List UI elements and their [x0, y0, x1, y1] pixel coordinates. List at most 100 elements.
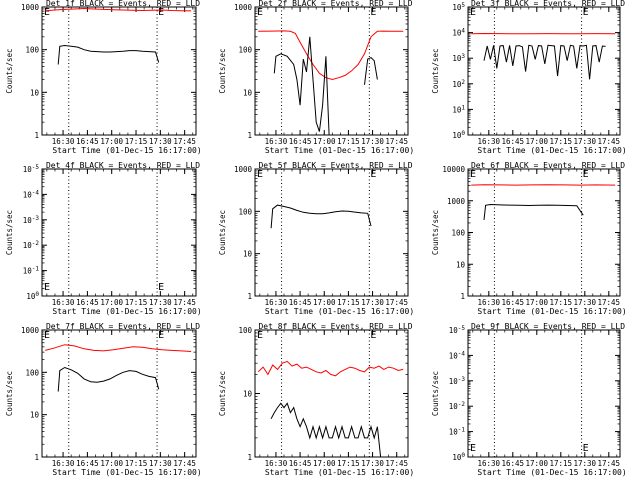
y-tick-label: 105 — [452, 2, 465, 12]
events-series-line — [57, 366, 160, 392]
y-tick-label: 10-1 — [449, 427, 466, 437]
x-tick-label: 17:30 — [149, 137, 172, 146]
x-tick-label: 17:45 — [385, 459, 408, 468]
x-tick-label: 17:00 — [313, 137, 336, 146]
x-tick-label: 17:45 — [173, 137, 196, 146]
panel-det-2: Det 2f BLACK = Events, RED = LLD 1 10 100 10… — [218, 0, 414, 155]
events-series-line — [270, 402, 382, 458]
lld-series-line — [45, 7, 192, 12]
event-end-marker: E — [583, 169, 589, 180]
panel-title: Det 3f BLACK = Events, RED = LLD — [471, 0, 625, 8]
y-axis-label: Counts/sec — [431, 48, 440, 93]
x-tick-label: 17:15 — [550, 459, 573, 468]
event-start-marker: E — [44, 282, 50, 293]
x-tick-label: 16:30 — [265, 459, 288, 468]
y-tick-label: 1000 — [234, 165, 253, 174]
y-tick-label: 1000 — [234, 3, 253, 12]
x-tick-label: 17:30 — [574, 137, 597, 146]
lld-series-line — [258, 30, 404, 81]
x-tick-label: 16:30 — [478, 137, 501, 146]
panel-det-6: Det 6f BLACK = Events, RED = LLD 1 10 100 10… — [431, 161, 627, 316]
x-tick-label: 17:15 — [125, 459, 148, 468]
x-tick-label: 16:45 — [502, 459, 525, 468]
x-tick-label: 17:45 — [385, 137, 408, 146]
y-axis-label: Counts/sec — [218, 371, 227, 416]
y-tick-label: 1000 — [447, 197, 466, 206]
panel-title: Det 5f BLACK = Events, RED = LLD — [258, 161, 412, 170]
panel-title: Det 8f BLACK = Events, RED = LLD — [258, 322, 412, 331]
events-series-line — [273, 36, 330, 136]
y-axis-label: Counts/sec — [431, 371, 440, 416]
x-tick-label: 16:30 — [265, 137, 288, 146]
y-tick-label: 1 — [247, 131, 252, 140]
event-end-marker: E — [583, 7, 589, 18]
x-axis-label: Start Time (01-Dec-15 16:17:00) — [477, 468, 626, 477]
panel-det-1: Det 1f BLACK = Events, RED = LLD 1 10 100 10… — [5, 0, 202, 155]
y-tick-label: 1 — [247, 453, 252, 462]
y-tick-label: 102 — [452, 79, 465, 89]
y-tick-label: 10 — [243, 88, 253, 97]
plot-frame — [254, 168, 409, 297]
x-tick-label: 16:30 — [52, 298, 75, 307]
x-tick-label: 17:00 — [526, 459, 549, 468]
y-tick-label: 10-2 — [449, 401, 466, 411]
y-tick-label: 1 — [34, 453, 39, 462]
event-start-marker: E — [470, 7, 476, 18]
event-end-marker: E — [158, 282, 164, 293]
x-tick-label: 17:00 — [313, 459, 336, 468]
x-tick-label: 17:15 — [125, 298, 148, 307]
x-tick-label: 16:30 — [478, 298, 501, 307]
y-tick-label: 100 — [238, 207, 252, 216]
panel-title: Det 7f BLACK = Events, RED = LLD — [46, 322, 200, 331]
x-tick-label: 16:45 — [289, 298, 312, 307]
x-tick-label: 17:30 — [361, 298, 384, 307]
x-tick-label: 16:45 — [76, 298, 99, 307]
x-axis-label: Start Time (01-Dec-15 16:17:00) — [52, 468, 201, 477]
x-axis-label: Start Time (01-Dec-15 16:17:00) — [52, 146, 201, 155]
event-end-marker: E — [158, 7, 164, 18]
x-tick-label: 17:15 — [550, 137, 573, 146]
panel-title: Det 1f BLACK = Events, RED = LLD — [46, 0, 200, 8]
x-tick-label: 17:00 — [313, 298, 336, 307]
y-tick-label: 1000 — [21, 3, 40, 12]
y-tick-label: 10-5 — [449, 325, 466, 335]
y-tick-label: 10-1 — [23, 266, 40, 276]
panel-title: Det 6f BLACK = Events, RED = LLD — [471, 161, 625, 170]
y-tick-label: 1000 — [21, 326, 40, 335]
panel-title: Det 4f BLACK = Events, RED = LLD — [46, 161, 200, 170]
plot-frame — [467, 6, 621, 136]
x-tick-label: 17:15 — [125, 137, 148, 146]
panel-det-5: Det 5f BLACK = Events, RED = LLD 1 10 100 10… — [218, 161, 414, 316]
lld-series-line — [45, 344, 192, 352]
x-tick-label: 17:15 — [337, 298, 360, 307]
x-tick-label: 16:30 — [52, 459, 75, 468]
x-axis-label: Start Time (01-Dec-15 16:17:00) — [265, 468, 414, 477]
x-axis-label: Start Time (01-Dec-15 16:17:00) — [265, 146, 414, 155]
x-tick-label: 17:00 — [100, 459, 123, 468]
y-tick-label: 1 — [247, 292, 252, 301]
event-start-marker: E — [257, 169, 263, 180]
y-tick-label: 100 — [25, 46, 39, 55]
x-tick-label: 17:30 — [149, 459, 172, 468]
y-tick-label: 10 — [243, 390, 253, 399]
y-axis-label: Counts/sec — [5, 48, 14, 93]
x-axis-label: Start Time (01-Dec-15 16:17:00) — [52, 307, 201, 316]
panel-title: Det 2f BLACK = Events, RED = LLD — [258, 0, 412, 8]
x-tick-label: 17:30 — [149, 298, 172, 307]
y-tick-label: 100 — [238, 46, 252, 55]
x-tick-label: 17:45 — [598, 459, 621, 468]
event-end-marker: E — [583, 443, 589, 454]
plot-frame — [254, 6, 409, 136]
x-axis-label: Start Time (01-Dec-15 16:17:00) — [477, 146, 626, 155]
x-tick-label: 16:45 — [76, 137, 99, 146]
events-series-line — [483, 203, 584, 220]
panel-title: Det 9f BLACK = Events, RED = LLD — [471, 322, 625, 331]
y-axis-label: Counts/sec — [5, 371, 14, 416]
y-tick-label: 10-3 — [23, 215, 40, 225]
x-tick-label: 17:30 — [361, 459, 384, 468]
x-tick-label: 16:30 — [52, 137, 75, 146]
panel-det-3: Det 3f BLACK = Events, RED = LLD 100 101 10… — [431, 0, 627, 155]
y-tick-label: 100 — [452, 452, 465, 462]
events-series-line — [483, 44, 606, 80]
